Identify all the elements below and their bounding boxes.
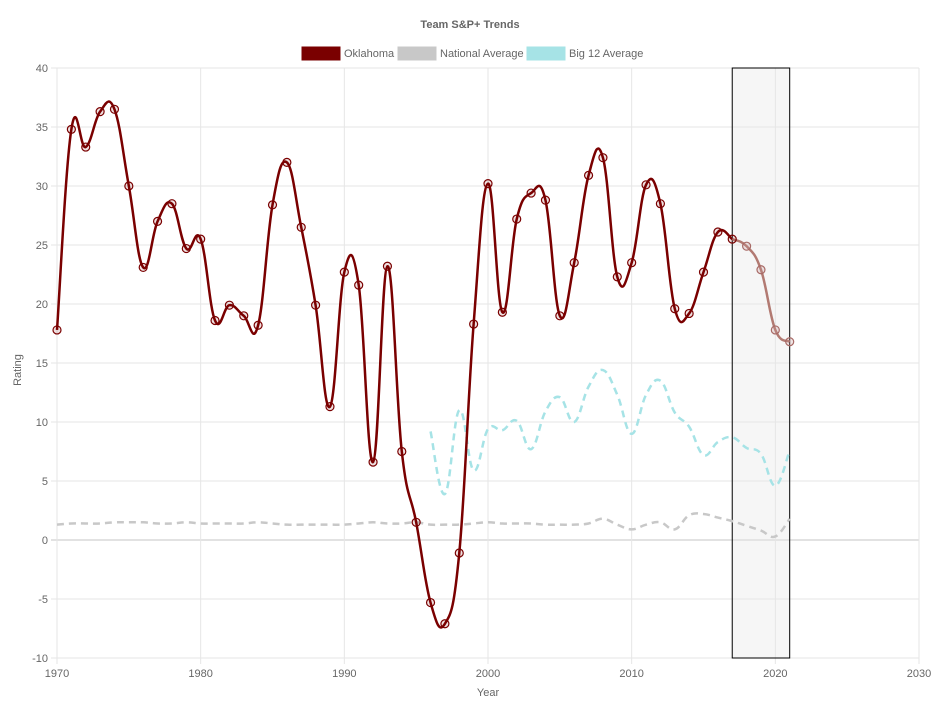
oklahoma-series-line (55, 100, 734, 629)
x-tick-label: 1980 (188, 668, 212, 680)
oklahoma-data-point (339, 267, 349, 277)
oklahoma-data-point (483, 179, 493, 189)
oklahoma-data-point (555, 311, 565, 321)
oklahoma-data-point (411, 517, 421, 527)
chart-title: Team S&P+ Trends (420, 19, 519, 31)
oklahoma-data-point (95, 107, 105, 117)
oklahoma-data-point (641, 180, 651, 190)
oklahoma-data-point (109, 104, 120, 114)
oklahoma-data-point (66, 124, 76, 134)
oklahoma-data-point (741, 241, 752, 251)
oklahoma-data-point (253, 320, 263, 330)
oklahoma-data-point (612, 272, 622, 282)
oklahoma-data-point (425, 597, 436, 608)
oklahoma-data-point (282, 157, 292, 167)
big-12-average-series-line (429, 368, 791, 496)
oklahoma-data-point (627, 258, 637, 268)
oklahoma-data-point (512, 214, 522, 224)
x-tick-label: 1970 (45, 668, 69, 680)
oklahoma-data-point (785, 337, 795, 347)
oklahoma-data-point (569, 258, 579, 268)
oklahoma-data-point (727, 234, 737, 244)
y-tick-label: 25 (36, 240, 48, 252)
oklahoma-data-point (181, 243, 191, 254)
y-tick-label: -5 (38, 594, 48, 606)
oklahoma-data-point (440, 619, 450, 629)
oklahoma-data-point (684, 308, 694, 319)
oklahoma-data-point (224, 300, 234, 310)
legend-label: Oklahoma (344, 48, 395, 60)
oklahoma-data-point (81, 142, 91, 152)
y-axis-ticks: -10 -5 0 5 10 15 20 25 30 35 40 (32, 63, 48, 665)
oklahoma-projection-line (731, 237, 791, 343)
y-tick-label: 5 (42, 476, 48, 488)
oklahoma-data-point (52, 325, 62, 335)
oklahoma-data-point (540, 195, 551, 205)
oklahoma-data-point (454, 548, 464, 558)
legend-swatch (397, 46, 437, 61)
oklahoma-data-point (368, 457, 378, 467)
x-axis-label: Year (477, 687, 500, 699)
oklahoma-data-point (526, 188, 536, 198)
oklahoma-data-point (152, 216, 163, 226)
oklahoma-data-point (124, 181, 134, 191)
oklahoma-data-point (138, 262, 148, 273)
oklahoma-data-point (382, 261, 393, 271)
oklahoma-data-point (167, 199, 177, 209)
oklahoma-data-point (770, 325, 780, 335)
y-tick-label: 0 (42, 535, 48, 547)
oklahoma-data-point (598, 153, 608, 163)
legend-swatch (301, 46, 341, 61)
oklahoma-data-point (196, 234, 206, 244)
oklahoma-data-point (267, 200, 278, 210)
legend-label: Big 12 Average (569, 48, 643, 60)
oklahoma-data-point (497, 307, 507, 317)
legend-item-big-12-average[interactable]: Big 12 Average (526, 46, 643, 61)
legend-item-oklahoma[interactable]: Oklahoma (301, 46, 395, 61)
y-tick-label: 15 (36, 358, 48, 370)
oklahoma-data-point (239, 311, 249, 321)
oklahoma-data-point (583, 170, 594, 180)
oklahoma-data-point (670, 304, 680, 314)
y-tick-label: 20 (36, 299, 48, 311)
legend-label: National Average (440, 48, 524, 60)
series-group (52, 100, 795, 629)
oklahoma-data-point (311, 300, 321, 310)
oklahoma-data-point (655, 199, 666, 209)
oklahoma-data-point (397, 446, 407, 457)
oklahoma-data-point (713, 227, 723, 237)
oklahoma-data-point (469, 319, 479, 329)
oklahoma-data-point (210, 315, 220, 326)
oklahoma-data-point (354, 280, 364, 290)
y-tick-label: -10 (32, 653, 48, 665)
oklahoma-data-point (296, 222, 306, 232)
x-tick-label: 2030 (907, 668, 931, 680)
national-average-series-line (56, 512, 791, 539)
y-tick-label: 40 (36, 63, 48, 75)
x-axis-ticks: 1970 1980 1990 2000 2010 2020 2030 (45, 668, 931, 680)
y-tick-label: 35 (36, 122, 48, 134)
oklahoma-data-point (325, 402, 335, 412)
oklahoma-data-point (698, 267, 709, 277)
y-tick-label: 10 (36, 417, 48, 429)
y-axis-label: Rating (12, 354, 24, 386)
oklahoma-data-point (756, 265, 766, 275)
grid (51, 67, 920, 664)
x-tick-label: 1990 (332, 668, 356, 680)
x-tick-label: 2020 (763, 668, 787, 680)
x-tick-label: 2000 (476, 668, 500, 680)
legend-swatch (526, 46, 566, 61)
highlight-range (731, 67, 791, 659)
highlight-box (731, 67, 791, 659)
legend: Oklahoma National Average Big 12 Average (301, 46, 643, 61)
x-tick-label: 2010 (619, 668, 643, 680)
y-tick-label: 30 (36, 181, 48, 193)
legend-item-national-average[interactable]: National Average (397, 46, 524, 61)
